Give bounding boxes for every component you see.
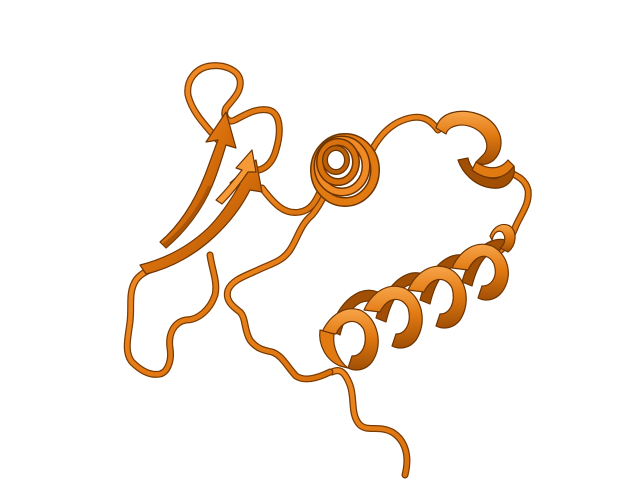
short-alpha-helix xyxy=(310,133,380,207)
long-alpha-helix xyxy=(319,223,516,371)
curled-alpha-helix xyxy=(435,110,515,189)
beta-sheet xyxy=(139,111,263,275)
